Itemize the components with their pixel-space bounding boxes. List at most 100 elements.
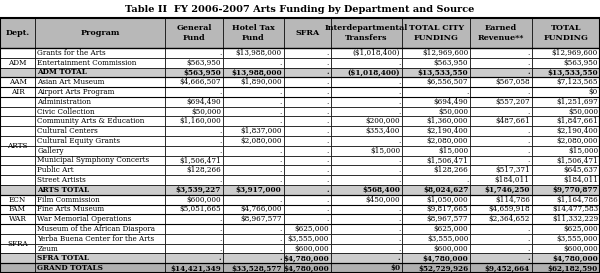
Bar: [284, 107, 331, 117]
Text: General
Fund: General Fund: [176, 24, 212, 41]
Text: $563,950: $563,950: [184, 69, 221, 76]
Bar: [331, 263, 402, 273]
Text: .: .: [279, 98, 281, 106]
Bar: [402, 244, 470, 253]
Text: Fine Arts Museum: Fine Arts Museum: [37, 205, 104, 213]
Text: $14,421,349: $14,421,349: [170, 264, 221, 272]
Text: .: .: [466, 176, 469, 184]
Text: $200,000: $200,000: [365, 117, 400, 125]
Bar: [331, 253, 402, 263]
Bar: [532, 234, 600, 244]
Text: $114,786: $114,786: [495, 196, 530, 204]
Text: .: .: [527, 69, 530, 76]
Bar: [165, 48, 223, 58]
Text: $4,780,000: $4,780,000: [422, 254, 469, 262]
Text: $2,080,000: $2,080,000: [240, 137, 281, 145]
Text: $4,780,000: $4,780,000: [283, 264, 329, 272]
Bar: [470, 48, 532, 58]
Bar: [402, 87, 470, 97]
Bar: [223, 107, 284, 117]
Bar: [331, 67, 402, 77]
Bar: [284, 117, 331, 126]
Text: $3,555,000: $3,555,000: [287, 235, 329, 243]
Text: $645,637: $645,637: [563, 166, 598, 174]
Bar: [532, 214, 600, 224]
Bar: [35, 107, 165, 117]
Bar: [0, 117, 35, 126]
Bar: [0, 156, 35, 165]
Bar: [223, 48, 284, 58]
Text: .: .: [219, 215, 221, 223]
Bar: [0, 244, 35, 253]
Text: .: .: [279, 156, 281, 165]
Bar: [0, 204, 35, 214]
Bar: [532, 18, 600, 48]
Bar: [223, 87, 284, 97]
Bar: [402, 58, 470, 67]
Text: $625,000: $625,000: [563, 225, 598, 233]
Text: .: .: [326, 176, 329, 184]
Bar: [402, 77, 470, 87]
Text: SFRA: SFRA: [7, 240, 28, 248]
Bar: [165, 263, 223, 273]
Text: ARTS TOTAL: ARTS TOTAL: [37, 186, 89, 194]
Text: $2,190,400: $2,190,400: [427, 127, 469, 135]
Bar: [0, 165, 35, 175]
Text: .: .: [398, 78, 400, 86]
Bar: [284, 175, 331, 185]
Text: .: .: [466, 88, 469, 96]
Text: $4,659,918: $4,659,918: [488, 205, 530, 213]
Bar: [0, 18, 35, 48]
Bar: [532, 224, 600, 234]
Bar: [284, 214, 331, 224]
Text: Cultural Equity Grants: Cultural Equity Grants: [37, 137, 120, 145]
Text: .: .: [326, 108, 329, 115]
Bar: [402, 185, 470, 195]
Bar: [331, 77, 402, 87]
Text: $184,011: $184,011: [563, 176, 598, 184]
Bar: [0, 156, 35, 165]
Bar: [165, 195, 223, 204]
Text: .: .: [398, 59, 400, 67]
Text: $4,780,000: $4,780,000: [283, 254, 329, 262]
Text: .: .: [279, 108, 281, 115]
Bar: [35, 77, 165, 87]
Text: $1,837,000: $1,837,000: [240, 127, 281, 135]
Text: $625,000: $625,000: [434, 225, 469, 233]
Bar: [223, 175, 284, 185]
Bar: [35, 244, 165, 253]
Bar: [402, 126, 470, 136]
Bar: [35, 58, 165, 67]
Bar: [223, 244, 284, 253]
Bar: [223, 146, 284, 156]
Text: $600,000: $600,000: [563, 245, 598, 253]
Text: .: .: [398, 166, 400, 174]
Text: AAM: AAM: [8, 78, 26, 86]
Text: $7,123,565: $7,123,565: [557, 78, 598, 86]
Text: $1,506,471: $1,506,471: [179, 156, 221, 165]
Text: $11,332,229: $11,332,229: [552, 215, 598, 223]
Text: $3,555,000: $3,555,000: [427, 235, 469, 243]
Bar: [470, 58, 532, 67]
Bar: [532, 204, 600, 214]
Bar: [470, 156, 532, 165]
Text: $450,000: $450,000: [365, 196, 400, 204]
Bar: [165, 87, 223, 97]
Bar: [470, 126, 532, 136]
Bar: [0, 244, 35, 253]
Bar: [35, 224, 165, 234]
Text: .: .: [218, 254, 221, 262]
Text: $568,400: $568,400: [362, 186, 400, 194]
Text: .: .: [219, 49, 221, 57]
Text: Community Arts & Education: Community Arts & Education: [37, 117, 145, 125]
Text: $487,661: $487,661: [495, 117, 530, 125]
Text: $563,950: $563,950: [563, 59, 598, 67]
Bar: [284, 58, 331, 67]
Text: $128,266: $128,266: [187, 166, 221, 174]
Text: .: .: [326, 78, 329, 86]
Text: $4,780,000: $4,780,000: [552, 254, 598, 262]
Text: .: .: [398, 156, 400, 165]
Bar: [284, 97, 331, 107]
Bar: [0, 165, 35, 175]
Text: .: .: [326, 69, 329, 76]
